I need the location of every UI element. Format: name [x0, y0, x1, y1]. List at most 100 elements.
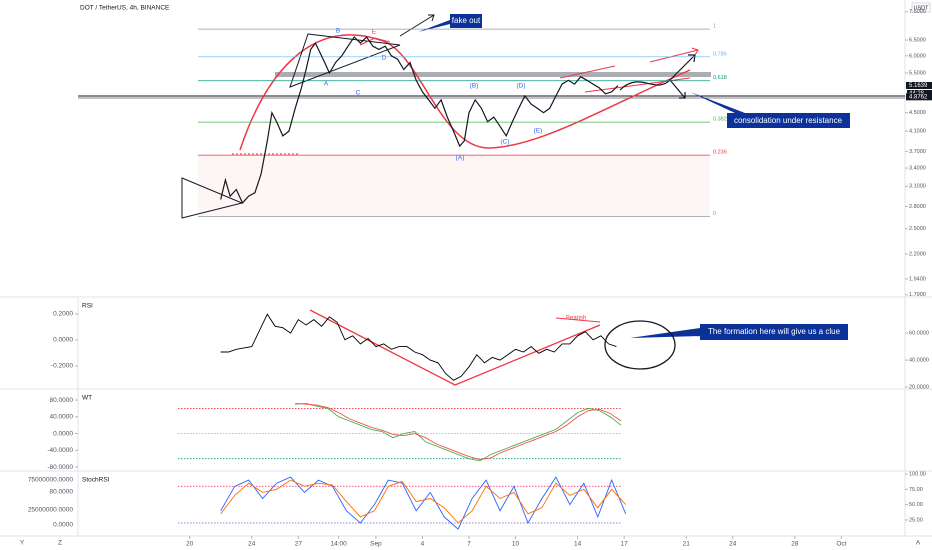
series-line	[220, 476, 627, 530]
annotation: fake out	[452, 16, 481, 25]
fib-label: 0.786	[713, 51, 727, 57]
series-line	[295, 402, 622, 460]
annotation: Bearish	[566, 316, 586, 322]
fib-label: 0.382	[713, 117, 727, 123]
arrow	[399, 14, 435, 37]
y-tick-label: 1.7900	[909, 292, 926, 298]
overlay-label: 0.0000	[53, 522, 73, 529]
y2-tick-label: -40.0000	[47, 447, 73, 454]
y2-tick-label: 0.0000	[53, 430, 73, 437]
y-tick-label: 3.4000	[909, 165, 926, 171]
y-tick-label: 75.00	[909, 487, 923, 493]
highlight-circle	[604, 320, 676, 370]
pane-title: StochRSI	[82, 477, 110, 484]
y-tick-label: 5.5000	[909, 70, 926, 76]
rsi-trendline	[309, 309, 601, 386]
x-tick-label: 7	[467, 541, 471, 548]
y-tick-label: 4.1000	[909, 129, 926, 135]
y-tick-label: 2.2000	[909, 251, 926, 257]
y2-tick-label: -80.0000	[47, 464, 73, 471]
wave-label: C	[356, 90, 361, 97]
x-tick-label: 28	[791, 541, 799, 548]
price-tag-label: 5.1639	[909, 83, 928, 89]
fake-out-line	[359, 37, 391, 46]
fib-label: 0.618	[713, 75, 727, 81]
x-tick-label: Sep	[370, 541, 382, 548]
x-tick-label: 21	[683, 541, 691, 548]
toolbar-item[interactable]: Y	[20, 540, 25, 547]
y-tick-label: 6.5000	[909, 37, 926, 43]
x-tick-label: 14	[574, 541, 582, 548]
wave-labels: B A C E D (A) (B) (C) (D) (E)	[324, 28, 543, 162]
x-tick-label: 10	[512, 541, 520, 548]
y-tick-label: 3.7000	[909, 149, 926, 155]
y-tick-label: 60.0000	[909, 331, 929, 337]
callout	[630, 324, 848, 340]
projection-arrow	[669, 79, 686, 99]
callout	[690, 92, 850, 128]
overlay-label: 25000000.0000	[28, 507, 74, 514]
series-line	[220, 313, 617, 381]
overlay-label: 75000000.0000	[28, 477, 74, 484]
channel-lines	[559, 65, 691, 93]
wave-label: A	[324, 81, 329, 88]
fib-zone	[198, 155, 710, 217]
x-tick-label: 14:00	[331, 541, 348, 548]
series-line	[295, 402, 622, 462]
y-tick-label: 100.00	[909, 471, 926, 477]
wave-label: D	[382, 55, 387, 62]
y-tick-label: 2.5000	[909, 226, 926, 232]
toolbar-item[interactable]: Z	[58, 540, 62, 547]
x-tick-label: 17	[621, 541, 629, 548]
y2-tick-label: 0.0000	[53, 337, 73, 344]
series-line	[220, 36, 619, 204]
triangle-pattern	[181, 177, 244, 219]
wave-label: B	[336, 28, 340, 35]
fib-label: 0.236	[713, 150, 727, 156]
x-tick-label: 24	[729, 541, 737, 548]
price-tag	[906, 81, 932, 89]
y-tick-label: 40.0000	[909, 358, 929, 364]
y2-tick-label: -0.2000	[51, 363, 73, 370]
x-tick-label: 24	[248, 541, 256, 548]
y-tick-label: 25.00	[909, 517, 923, 523]
x-tick-label: 20	[186, 541, 194, 548]
projection-arrow	[649, 47, 699, 63]
y-tick-label: 1.9400	[909, 276, 926, 282]
x-tick-label: Oct	[836, 541, 846, 548]
pane-title: WT	[82, 395, 92, 402]
y2-tick-label: 40.0000	[50, 414, 74, 421]
callout	[418, 14, 482, 32]
annotation: The formation here will give us a clue	[708, 327, 841, 336]
chart-title: DOT / TetherUS, 4h, BINANCE	[80, 5, 170, 12]
triangle-pattern	[289, 33, 401, 88]
y2-tick-label: 0.2000	[53, 311, 73, 318]
y-tick-label: 6.0000	[909, 53, 926, 59]
y-tick-label: 50.00	[909, 502, 923, 508]
toolbar-item[interactable]: A	[916, 540, 921, 547]
currency-badge	[911, 2, 931, 13]
resistance-zone	[275, 72, 711, 77]
bearish-line	[555, 317, 601, 323]
y-tick-label: 3.1000	[909, 184, 926, 190]
x-tick-label: 4	[421, 541, 425, 548]
fib-label: 0	[713, 211, 716, 217]
wave-label: (A)	[456, 155, 465, 162]
fib-label: 1	[713, 24, 716, 30]
series-line	[220, 479, 627, 524]
y2-tick-label: 80.0000	[50, 397, 74, 404]
y-tick-label: 4.5000	[909, 110, 926, 116]
y-tick-label: 7.5000	[909, 9, 926, 15]
wave-label: E	[372, 29, 377, 36]
annotation: consolidation under resistance	[734, 116, 843, 125]
wave-label: (C)	[500, 139, 509, 146]
pane-title: RSI	[82, 303, 93, 310]
price-tag-label: 4.8762	[909, 94, 928, 100]
x-tick-label: 27	[295, 541, 303, 548]
wave-label: (D)	[516, 83, 525, 90]
wave-label: (E)	[534, 128, 543, 135]
currency: USDT	[914, 5, 930, 11]
y-tick-label: 2.8000	[909, 204, 926, 210]
overlay-label: 80.0000	[50, 489, 74, 496]
